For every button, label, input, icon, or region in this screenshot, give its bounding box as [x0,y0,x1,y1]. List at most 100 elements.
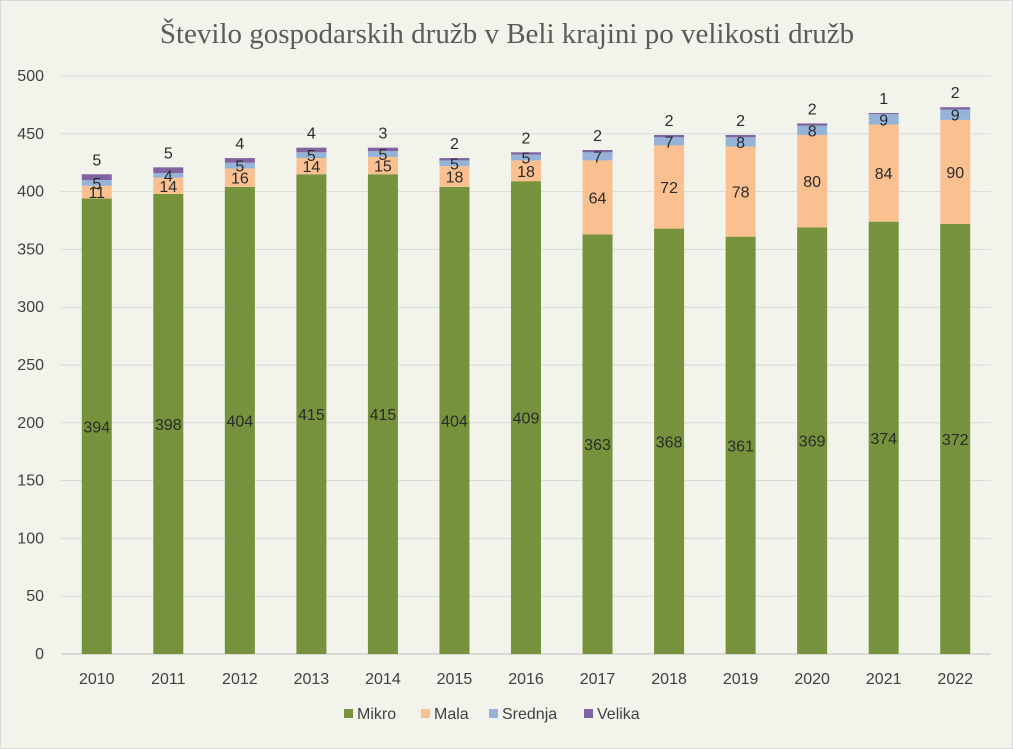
bar-mikro-2017 [582,234,613,654]
bar-mala-2020 [797,134,828,228]
data-label-srednja-2022: 9 [951,108,960,125]
x-tick-label: 2011 [151,671,186,688]
data-label-velika-2019: 2 [736,113,745,130]
data-label-velika-2018: 2 [665,113,674,130]
data-label-srednja-2018: 7 [665,134,674,151]
bar-velika-2021 [868,112,899,115]
data-label-mikro-2020: 369 [799,434,826,451]
y-tick-label: 450 [17,126,44,143]
y-axis-ticks: 0 50 100 150 200 250 300 350 400 450 500 [17,68,44,663]
data-label-mikro-2012: 404 [226,413,253,430]
bar-velika-2014 [367,147,398,152]
bar-srednja-2010 [81,180,112,186]
data-label-mikro-2017: 363 [584,437,611,454]
data-label-mikro-2022: 372 [942,432,969,449]
x-tick-label: 2014 [365,671,401,688]
legend-label-mikro: Mikro [357,706,396,723]
legend-swatch-srednja [489,709,498,718]
x-tick-label: 2016 [508,671,544,688]
data-label-velika-2022: 2 [951,85,960,102]
data-label-velika-2013: 4 [307,126,316,143]
bar-mikro-2016 [511,181,541,655]
data-label-velika-2012: 4 [235,136,244,153]
data-label-srednja-2014: 5 [378,147,387,164]
data-label-mikro-2015: 404 [441,413,468,430]
bar-velika-2012 [224,158,255,163]
bar-mala-2010 [81,185,112,199]
legend-swatch-mala [421,709,430,718]
data-label-mikro-2010: 394 [83,419,110,436]
bar-velika-2018 [654,134,685,138]
y-tick-label: 250 [17,357,44,374]
legend-swatch-velika [584,709,593,718]
data-label-mikro-2014: 415 [370,407,397,424]
legend-swatch-mikro [344,709,353,718]
data-label-velika-2014: 3 [378,126,387,143]
data-label-srednja-2012: 5 [235,159,244,176]
bars [81,107,971,655]
y-tick-label: 400 [17,184,44,201]
data-label-mikro-2019: 361 [727,438,754,455]
bar-velika-2015 [439,158,470,161]
legend-label-velika: Velika [597,706,640,723]
data-label-velika-2021: 1 [879,91,888,108]
data-label-mala-2021: 84 [875,166,893,183]
bar-srednja-2012 [224,162,255,169]
y-tick-label: 100 [17,530,44,547]
bar-srednja-2013 [296,152,327,159]
legend-label-srednja: Srednja [502,706,557,723]
x-tick-label: 2021 [866,671,902,688]
y-tick-label: 500 [17,68,44,85]
x-tick-label: 2010 [79,671,115,688]
data-label-mala-2018: 72 [660,180,678,197]
bar-velika-2019 [725,134,756,138]
bar-velika-2020 [797,123,828,126]
bar-srednja-2015 [439,160,470,167]
bar-srednja-2018 [654,137,685,146]
y-tick-label: 350 [17,241,44,258]
bar-mikro-2013 [296,174,327,654]
data-label-srednja-2016: 5 [522,150,531,167]
bar-srednja-2022 [940,109,971,120]
x-tick-label: 2019 [723,671,759,688]
bar-mala-2012 [224,168,255,187]
bar-srednja-2016 [511,154,541,161]
data-label-velika-2015: 2 [450,136,459,153]
data-label-mala-2017: 64 [589,190,607,207]
bar-velika-2016 [511,152,541,155]
bar-mikro-2022 [940,223,971,654]
bar-velika-2017 [582,149,613,153]
x-tick-label: 2012 [222,671,258,688]
bar-mala-2014 [367,156,398,175]
bar-mala-2015 [439,166,470,187]
data-label-srednja-2019: 8 [736,135,745,152]
data-label-mala-2014: 15 [374,159,392,176]
data-label-srednja-2015: 5 [450,156,459,173]
bar-mikro-2011 [153,193,184,655]
x-tick-label: 2018 [651,671,687,688]
x-axis-ticks: 2010 2011 2012 2013 2014 2015 2016 2017 2018 2019… [79,671,973,688]
y-tick-label: 200 [17,415,44,432]
y-tick-label: 300 [17,299,44,316]
bar-mala-2013 [296,158,327,175]
bar-mala-2016 [511,160,541,182]
bar-velika-2022 [940,107,971,110]
data-label-srednja-2010: 5 [92,176,101,193]
data-label-mala-2012: 16 [231,171,249,188]
y-tick-label: 0 [35,646,44,663]
bar-mala-2017 [582,160,613,235]
bar-mala-2018 [654,145,685,229]
data-label-mala-2013: 14 [302,159,320,176]
bar-srednja-2017 [582,152,613,161]
data-label-mikro-2013: 415 [298,407,325,424]
bar-mala-2011 [153,177,184,194]
bar-mikro-2020 [797,227,828,654]
data-label-mala-2016: 18 [517,164,535,181]
data-labels: 3941155398144540416544151454415155340418… [83,85,968,455]
bar-srednja-2021 [868,114,899,125]
x-tick-label: 2013 [294,671,330,688]
bar-velika-2010 [81,174,112,181]
bar-mala-2022 [940,119,971,224]
